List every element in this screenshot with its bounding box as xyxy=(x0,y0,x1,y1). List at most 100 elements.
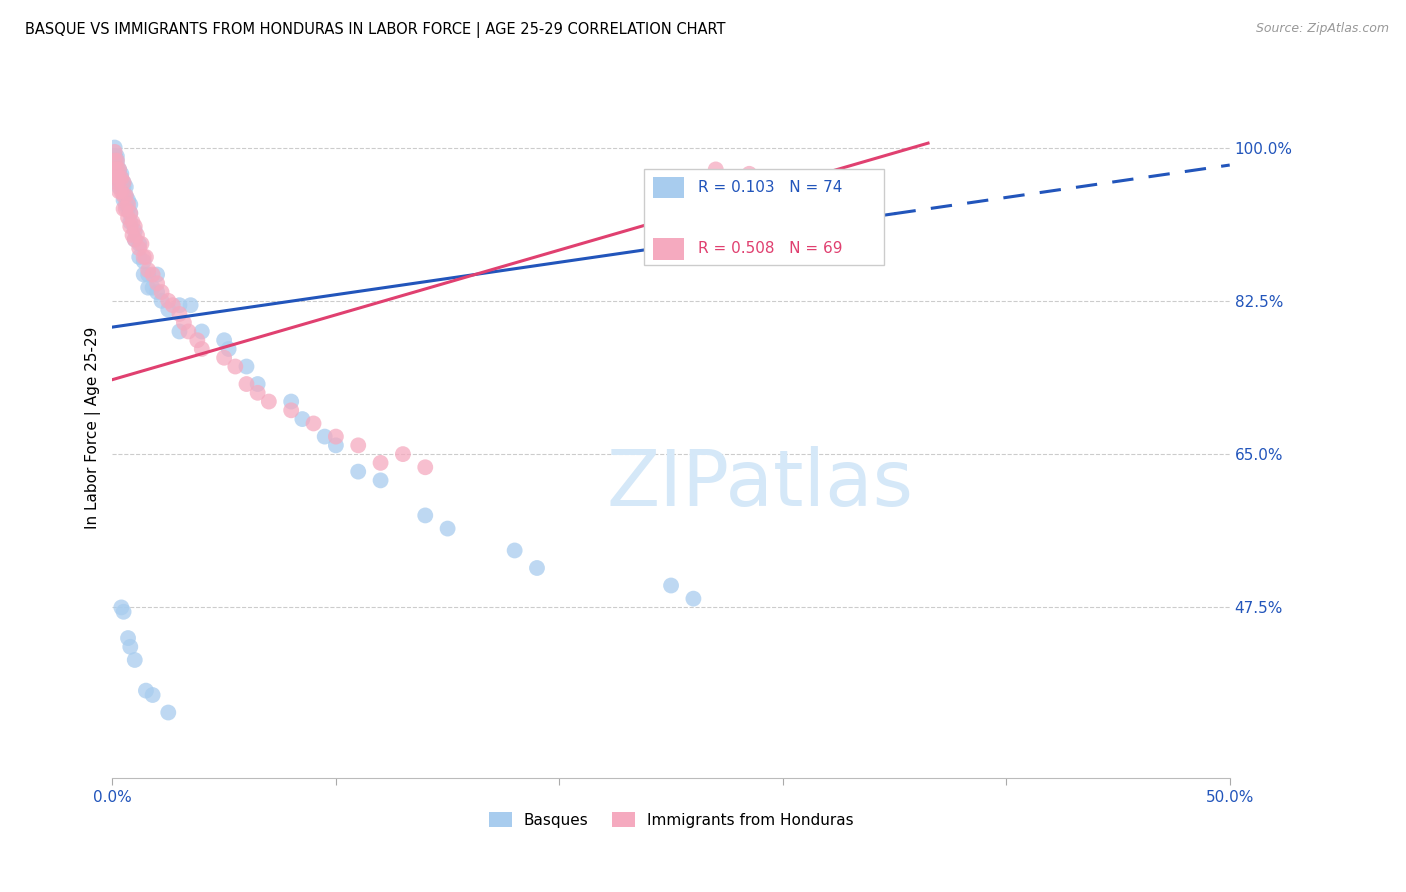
Point xyxy=(235,377,257,392)
Point xyxy=(169,298,191,312)
Point xyxy=(112,202,135,216)
Point xyxy=(142,688,165,702)
Point xyxy=(120,219,142,234)
Point xyxy=(131,236,153,251)
Point xyxy=(104,149,127,163)
Point xyxy=(150,293,173,308)
Point xyxy=(108,180,131,194)
Point xyxy=(128,236,150,251)
Point xyxy=(177,325,200,339)
Point xyxy=(104,162,127,177)
Point xyxy=(526,561,548,575)
Point xyxy=(124,219,146,234)
Text: Source: ZipAtlas.com: Source: ZipAtlas.com xyxy=(1256,22,1389,36)
Point xyxy=(186,333,208,347)
Point xyxy=(682,591,704,606)
Point xyxy=(120,215,142,229)
Point xyxy=(114,197,136,211)
Point xyxy=(105,162,128,177)
Point xyxy=(104,149,127,163)
Point xyxy=(104,149,127,163)
Point xyxy=(121,215,143,229)
Point xyxy=(257,394,280,409)
Point xyxy=(150,285,173,299)
Point xyxy=(157,706,180,720)
Point xyxy=(117,197,139,211)
Point xyxy=(180,298,202,312)
Point xyxy=(142,268,165,282)
Point xyxy=(108,171,131,186)
Point xyxy=(117,202,139,216)
Point xyxy=(132,250,155,264)
Point xyxy=(146,268,169,282)
Point xyxy=(112,193,135,207)
Point xyxy=(413,508,436,523)
Point xyxy=(704,162,727,177)
Point xyxy=(105,176,128,190)
Point xyxy=(280,403,302,417)
Point xyxy=(120,640,142,654)
Point xyxy=(146,285,169,299)
Point xyxy=(169,307,191,321)
Point xyxy=(112,176,135,190)
Point xyxy=(347,438,370,452)
Point xyxy=(117,211,139,225)
Text: R = 0.508   N = 69: R = 0.508 N = 69 xyxy=(697,242,842,257)
Point xyxy=(224,359,246,374)
Point xyxy=(105,153,128,168)
Point xyxy=(104,162,127,177)
Point xyxy=(105,153,128,168)
Point xyxy=(392,447,415,461)
Point xyxy=(169,325,191,339)
Point xyxy=(117,631,139,645)
Point xyxy=(125,228,148,243)
Point xyxy=(104,153,127,168)
Point xyxy=(146,277,169,291)
Point xyxy=(370,474,392,488)
Point xyxy=(212,351,235,365)
Point xyxy=(659,578,682,592)
Point xyxy=(772,176,794,190)
Point xyxy=(114,188,136,202)
Point xyxy=(108,167,131,181)
Point xyxy=(503,543,526,558)
Point xyxy=(157,302,180,317)
Point xyxy=(291,412,314,426)
Point xyxy=(104,149,127,163)
Point xyxy=(347,465,370,479)
Point xyxy=(110,171,132,186)
Point xyxy=(114,202,136,216)
Point xyxy=(124,224,146,238)
Point xyxy=(110,600,132,615)
Point xyxy=(114,180,136,194)
Point xyxy=(114,188,136,202)
Text: ZIPatlas: ZIPatlas xyxy=(607,446,914,522)
Point xyxy=(436,522,458,536)
Point xyxy=(108,184,131,198)
Point xyxy=(738,167,761,181)
Point xyxy=(325,438,347,452)
Point xyxy=(124,232,146,246)
Text: BASQUE VS IMMIGRANTS FROM HONDURAS IN LABOR FORCE | AGE 25-29 CORRELATION CHART: BASQUE VS IMMIGRANTS FROM HONDURAS IN LA… xyxy=(25,22,725,38)
Point xyxy=(136,268,159,282)
Point xyxy=(314,429,336,443)
Point xyxy=(128,241,150,255)
Point xyxy=(105,158,128,172)
Point xyxy=(117,193,139,207)
Point xyxy=(110,171,132,186)
Point xyxy=(162,298,184,312)
Point xyxy=(218,342,240,356)
Point xyxy=(112,605,135,619)
Point xyxy=(212,333,235,347)
Point xyxy=(112,180,135,194)
Point xyxy=(108,176,131,190)
Point xyxy=(108,162,131,177)
Point xyxy=(124,232,146,246)
Point xyxy=(110,184,132,198)
Point xyxy=(104,140,127,154)
Point xyxy=(105,167,128,181)
Point xyxy=(325,429,347,443)
Point xyxy=(110,167,132,181)
Point xyxy=(104,149,127,163)
Point xyxy=(370,456,392,470)
